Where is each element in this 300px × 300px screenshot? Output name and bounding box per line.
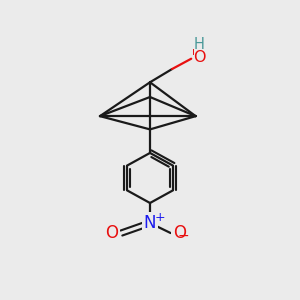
Text: N: N — [144, 214, 156, 232]
Text: H: H — [194, 37, 205, 52]
Text: −: − — [177, 229, 189, 243]
Text: O: O — [194, 50, 206, 65]
Text: +: + — [154, 211, 165, 224]
Text: O: O — [173, 224, 186, 242]
Text: O: O — [106, 224, 118, 242]
